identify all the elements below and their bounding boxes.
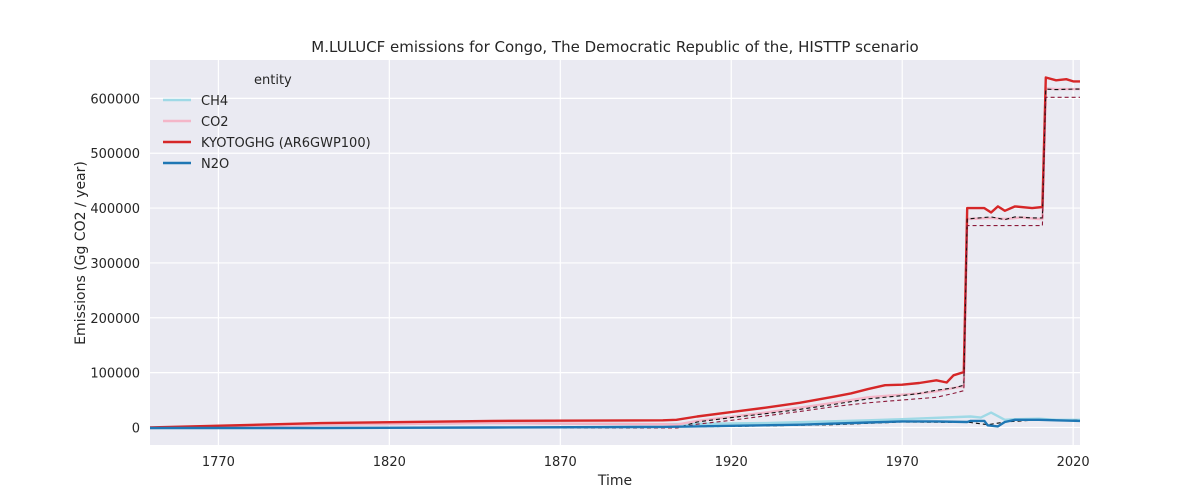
series-line-kyotoghg-ar6gwp100 [149,76,1080,429]
y-tick-label: 0 [132,421,140,436]
x-axis-label: Time [597,473,632,489]
y-tick-label: 300000 [90,257,140,272]
legend-entry: N2O [201,157,229,172]
x-tick-label: 1970 [886,455,919,470]
series-line-n2o [150,418,1081,430]
legend-entry: CH4 [201,94,228,109]
y-axis-label: Emissions (Gg CO2 / year) [73,161,89,345]
y-tick-label: 400000 [90,202,140,217]
x-axis-ticks: 1770 1820 1870 1920 1970 2020 [202,455,1090,470]
y-tick-label: 100000 [90,367,140,382]
legend-title: entity [254,73,292,88]
x-tick-label: 1770 [202,455,235,470]
x-tick-label: 2020 [1057,455,1090,470]
chart-title: M.LULUCF emissions for Congo, The Democr… [311,38,918,56]
series-layer [149,76,1081,430]
legend-entry: KYOTOGHG (AR6GWP100) [201,136,371,151]
x-tick-label: 1870 [544,455,577,470]
y-tick-label: 200000 [90,312,140,327]
y-tick-label: 600000 [90,92,140,107]
legend-entry: CO2 [201,115,229,130]
x-tick-label: 1920 [715,455,748,470]
legend: entity CH4 CO2 KYOTOGHG (AR6GWP100) N2O [163,73,371,172]
plot-background [150,60,1080,445]
x-tick-label: 1820 [373,455,406,470]
y-tick-label: 500000 [90,147,140,162]
y-axis-ticks: 0 100000 200000 300000 400000 500000 600000 [90,92,140,436]
